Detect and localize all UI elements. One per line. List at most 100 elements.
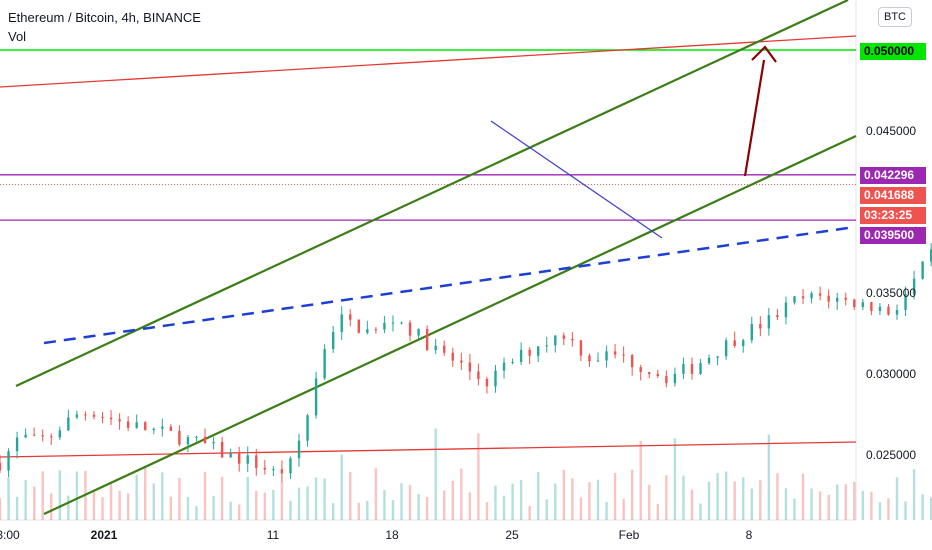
volume-bar — [109, 481, 113, 520]
candle-body — [383, 322, 386, 330]
volume-bar — [571, 478, 574, 520]
volume-bar — [784, 488, 788, 520]
target-arrow-head[interactable] — [751, 45, 777, 63]
volume-bar — [528, 505, 531, 520]
volume-bar — [716, 472, 719, 520]
time-tick-label: 18 — [385, 528, 399, 542]
volume-bar — [707, 481, 711, 520]
volume-bar — [588, 482, 591, 520]
red-lower-trendline[interactable] — [0, 441, 857, 458]
volume-bar — [314, 477, 318, 520]
drawing-lines[interactable] — [0, 0, 857, 515]
volume-bar — [186, 497, 190, 520]
volume-bar — [682, 475, 685, 520]
candle-body — [220, 441, 224, 458]
candle-body — [673, 373, 677, 384]
volume-bar — [323, 478, 326, 520]
volume-bar — [511, 483, 514, 520]
candle-body — [7, 451, 10, 471]
candle-body — [238, 453, 241, 464]
volume-bar — [272, 489, 275, 520]
volume-indicator-label[interactable]: Vol — [8, 29, 27, 44]
time-tick-label: 11 — [267, 528, 280, 542]
candle-body — [836, 297, 839, 302]
candle-body — [50, 436, 53, 438]
volume-bar — [733, 481, 736, 520]
volume-bar — [673, 438, 677, 520]
symbol-title[interactable]: Ethereum / Bitcoin, 4h, BINANCE — [8, 10, 201, 25]
candle-body — [263, 467, 267, 470]
channel-lower-line[interactable] — [43, 135, 857, 515]
candle-body — [665, 376, 668, 384]
candle-body — [844, 297, 847, 300]
volume-bar — [161, 472, 164, 520]
candle-body — [921, 261, 924, 279]
candle-body — [853, 299, 856, 307]
volume-bar — [485, 502, 489, 520]
volume-bar — [135, 474, 138, 520]
volume-bar — [494, 485, 497, 520]
volume-bar — [502, 495, 506, 520]
volume-bar — [639, 441, 642, 520]
candle-body — [349, 314, 352, 320]
time-tick-label: 25 — [505, 528, 519, 542]
candle-body — [562, 335, 566, 339]
volume-bar — [32, 486, 36, 520]
volume-bar — [92, 492, 96, 520]
candle-body — [101, 416, 104, 418]
candle-body — [904, 294, 907, 310]
candle-body — [733, 340, 736, 347]
candle-body — [144, 422, 147, 431]
candle-body — [716, 356, 719, 358]
volume-bar — [408, 484, 412, 520]
volume-bar — [246, 476, 249, 520]
time-tick-label: 3:00 — [0, 528, 20, 542]
candle-body — [272, 469, 275, 471]
volume-bar — [870, 491, 873, 520]
candle-body — [494, 370, 497, 387]
candle-body — [707, 357, 711, 364]
annotations[interactable] — [743, 45, 777, 177]
target-arrow-shaft[interactable] — [743, 59, 766, 177]
volume-bar — [263, 492, 267, 520]
candle-body — [374, 329, 378, 331]
blue-dashed-trendline[interactable] — [43, 226, 849, 345]
channel-upper-line[interactable] — [15, 0, 849, 387]
candle-body — [460, 360, 463, 363]
candle-body — [443, 345, 446, 353]
red-upper-trendline[interactable] — [0, 35, 857, 88]
candle-body — [528, 349, 531, 356]
volume-bar — [238, 504, 241, 520]
volume-bar — [519, 480, 523, 520]
blue-descending-trendline[interactable] — [490, 120, 663, 239]
candle-body — [511, 362, 514, 364]
volume-bar — [67, 495, 70, 520]
candle-body — [331, 331, 335, 350]
candle-body — [537, 346, 540, 356]
volume-bar — [648, 484, 651, 520]
volume-bar — [169, 496, 173, 520]
candle-body — [178, 430, 181, 445]
volume-bar — [596, 479, 600, 520]
candle-body — [41, 435, 44, 437]
volume-bar — [853, 481, 856, 520]
volume-bar — [434, 428, 437, 520]
candle-body — [425, 329, 429, 351]
volume-bar — [331, 503, 335, 520]
volume-bar — [349, 471, 352, 520]
volume-bar — [656, 503, 660, 520]
candle-body — [784, 302, 788, 318]
price-label-purple-upper: 0.042296 — [860, 167, 926, 184]
candle-body — [588, 355, 591, 362]
candle-body — [280, 469, 284, 474]
candle-body — [793, 296, 796, 303]
volume-bar — [545, 499, 548, 520]
volume-bar — [144, 468, 147, 520]
volume-bar — [195, 505, 198, 520]
volume-bar — [904, 501, 907, 520]
candle-body — [468, 362, 472, 372]
currency-button[interactable]: BTC — [878, 7, 912, 27]
candle-body — [861, 302, 865, 307]
volume-bar — [366, 500, 369, 520]
